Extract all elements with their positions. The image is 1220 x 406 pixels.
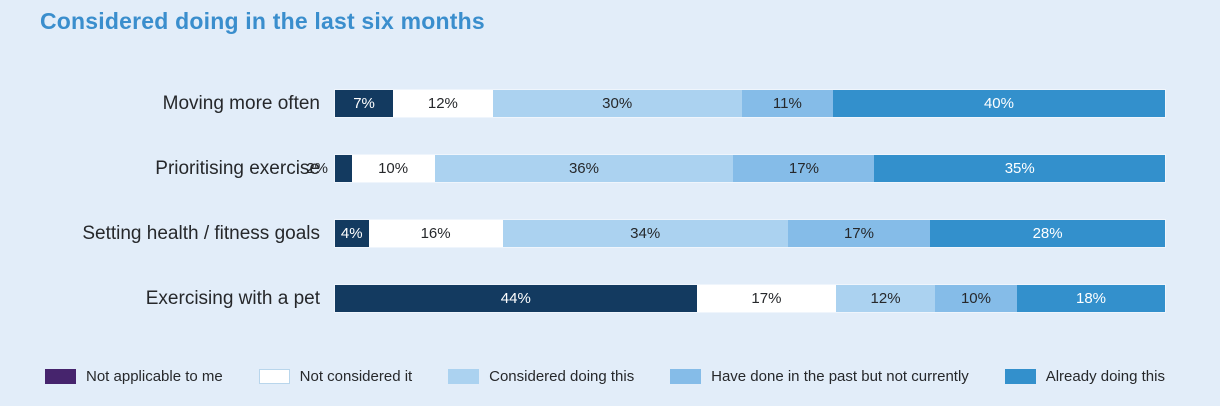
segment-value-label: 7% bbox=[353, 95, 375, 112]
legend-swatch bbox=[448, 369, 480, 384]
stacked-bar: 44% 17% 12% 10% 18% bbox=[335, 285, 1165, 312]
legend-label: Have done in the past but not currently bbox=[711, 368, 969, 385]
chart-row: Moving more often 7% 12% 30% 11% 40% bbox=[40, 90, 1165, 117]
segment-value-label: 17% bbox=[751, 290, 782, 307]
legend-swatch bbox=[670, 369, 702, 384]
category-label: Moving more often bbox=[162, 92, 320, 114]
segment-value-label: 2% bbox=[306, 160, 328, 177]
legend-item: Have done in the past but not currently bbox=[670, 368, 969, 385]
segment-value-label: 12% bbox=[427, 95, 458, 112]
stacked-bar: 7% 12% 30% 11% 40% bbox=[335, 90, 1165, 117]
legend-swatch bbox=[258, 369, 290, 384]
segment-value-label: 34% bbox=[630, 225, 661, 242]
bar-segment: 10% bbox=[934, 285, 1018, 312]
segment-value-label: 44% bbox=[500, 290, 531, 307]
stacked-bar: 4% 16% 34% 17% 28% bbox=[335, 220, 1165, 247]
segment-value-label: 36% bbox=[568, 160, 599, 177]
chart-legend: Not applicable to me Not considered it Con… bbox=[45, 368, 1165, 385]
bar-segment: 18% bbox=[1017, 285, 1165, 312]
bar-segment: 30% bbox=[492, 90, 742, 117]
bar-segment: 10% bbox=[351, 155, 435, 182]
chart-title: Considered doing in the last six months bbox=[40, 8, 485, 34]
segment-value-label: 28% bbox=[1032, 225, 1063, 242]
legend-item: Considered doing this bbox=[448, 368, 634, 385]
bar-segment: 36% bbox=[434, 155, 734, 182]
legend-item: Not applicable to me bbox=[45, 368, 223, 385]
segment-value-label: 18% bbox=[1075, 290, 1107, 307]
legend-swatch bbox=[1004, 369, 1036, 384]
chart-row: Prioritising exercise 2% 10% 36% 17% 35% bbox=[40, 155, 1165, 182]
bar-segment: 17% bbox=[787, 220, 931, 247]
stacked-bar: 2% 10% 36% 17% 35% bbox=[306, 155, 1165, 182]
bar-segment: 16% bbox=[368, 220, 503, 247]
bar-segment: 28% bbox=[930, 220, 1165, 247]
legend-item: Already doing this bbox=[1004, 368, 1165, 385]
category-label: Exercising with a pet bbox=[145, 287, 320, 309]
chart-row: Exercising with a pet 44% 17% 12% 10% 18% bbox=[40, 285, 1165, 312]
bar-segment: 11% bbox=[741, 90, 833, 117]
bar-segment: 7% bbox=[335, 90, 394, 117]
segment-value-label: 35% bbox=[1004, 160, 1035, 177]
bar-segment: 17% bbox=[733, 155, 875, 182]
segment-value-label: 11% bbox=[772, 95, 802, 112]
segment-value-label: 16% bbox=[420, 225, 451, 242]
segment-value-label: 30% bbox=[602, 95, 633, 112]
category-label: Setting health / fitness goals bbox=[82, 222, 320, 244]
legend-swatch bbox=[45, 369, 76, 384]
bar-segment: 44% bbox=[335, 285, 697, 312]
segment-value-label: 17% bbox=[788, 160, 819, 177]
legend-label: Not considered it bbox=[299, 368, 413, 385]
legend-label: Not applicable to me bbox=[86, 368, 223, 385]
chart-row: Setting health / fitness goals 4% 16% 34% 17… bbox=[40, 220, 1165, 247]
bar-segment: 34% bbox=[502, 220, 788, 247]
segment-value-label: 10% bbox=[960, 290, 991, 307]
legend-label: Considered doing this bbox=[489, 368, 635, 385]
category-label: Prioritising exercise bbox=[155, 157, 320, 179]
bar-segment: 2% bbox=[306, 155, 352, 182]
legend-label: Already doing this bbox=[1045, 368, 1165, 385]
segment-value-label: 17% bbox=[843, 225, 874, 242]
bar-segment: 4% bbox=[335, 220, 369, 247]
bar-segment: 17% bbox=[696, 285, 837, 312]
segment-value-label: 4% bbox=[340, 225, 363, 242]
segment-value-label: 10% bbox=[378, 160, 409, 177]
bar-segment: 35% bbox=[874, 155, 1165, 182]
bar-segment: 12% bbox=[836, 285, 935, 312]
legend-item: Not considered it bbox=[258, 368, 413, 385]
bar-segment: 12% bbox=[393, 90, 493, 117]
stacked-bar-chart: Moving more often 7% 12% 30% 11% 40% Prioritis… bbox=[40, 90, 1165, 350]
bar-segment: 40% bbox=[832, 90, 1165, 117]
segment-value-label: 40% bbox=[983, 95, 1014, 112]
segment-value-label: 12% bbox=[870, 290, 901, 307]
